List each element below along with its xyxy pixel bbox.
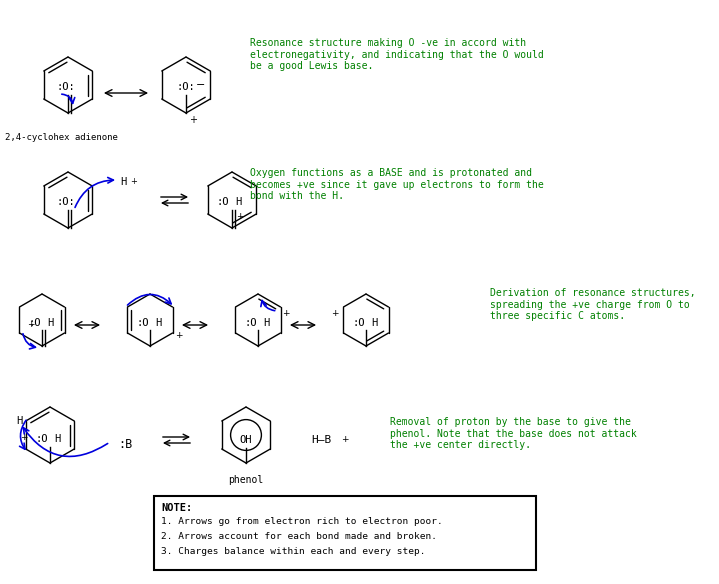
Text: :O:: :O: bbox=[177, 82, 196, 92]
FancyBboxPatch shape bbox=[154, 496, 536, 570]
Text: +: + bbox=[27, 320, 35, 329]
Text: H: H bbox=[235, 197, 242, 207]
Text: :O: :O bbox=[35, 434, 48, 444]
Text: H: H bbox=[17, 416, 23, 426]
Text: +: + bbox=[130, 177, 137, 186]
Text: +: + bbox=[331, 309, 339, 318]
Text: −: − bbox=[196, 80, 206, 90]
Text: :O: :O bbox=[244, 318, 257, 328]
Text: H: H bbox=[54, 434, 60, 444]
Text: 3. Charges balance within each and every step.: 3. Charges balance within each and every… bbox=[161, 547, 426, 556]
Text: +: + bbox=[283, 309, 290, 318]
Text: Resonance structure making O -ve in accord with
electronegativity, and indicatin: Resonance structure making O -ve in acco… bbox=[250, 38, 544, 71]
Text: :O:: :O: bbox=[57, 82, 75, 92]
Text: H: H bbox=[155, 318, 161, 328]
Text: 2. Arrows account for each bond made and broken.: 2. Arrows account for each bond made and… bbox=[161, 532, 437, 541]
Text: phenol: phenol bbox=[229, 475, 264, 485]
Text: +: + bbox=[341, 435, 349, 444]
Text: Derivation of resonance structures,
spreading the +ve charge from O to
three spe: Derivation of resonance structures, spre… bbox=[490, 288, 695, 321]
Text: 2,4-cyclohex adienone: 2,4-cyclohex adienone bbox=[5, 133, 118, 142]
Text: H: H bbox=[120, 177, 126, 187]
Text: +: + bbox=[189, 115, 197, 125]
Text: H: H bbox=[263, 318, 269, 328]
Text: H–B: H–B bbox=[311, 435, 331, 445]
Text: NOTE:: NOTE: bbox=[161, 503, 192, 513]
Text: +: + bbox=[175, 331, 183, 340]
Text: OH: OH bbox=[239, 435, 252, 445]
Text: :O: :O bbox=[29, 318, 41, 328]
Text: :O: :O bbox=[216, 197, 229, 207]
Text: :O: :O bbox=[352, 318, 365, 328]
Text: Removal of proton by the base to give the
phenol. Note that the base does not at: Removal of proton by the base to give th… bbox=[390, 417, 637, 450]
Text: 1. Arrows go from electron rich to electron poor.: 1. Arrows go from electron rich to elect… bbox=[161, 517, 443, 526]
Text: Oxygen functions as a BASE and is protonated and
becomes +ve since it gave up el: Oxygen functions as a BASE and is proton… bbox=[250, 168, 544, 201]
Text: H: H bbox=[47, 318, 53, 328]
Text: +: + bbox=[236, 212, 244, 221]
Text: :B: :B bbox=[118, 439, 132, 451]
Text: +: + bbox=[20, 433, 27, 442]
Text: :O: :O bbox=[137, 318, 149, 328]
Text: :O:: :O: bbox=[57, 197, 75, 207]
Text: H: H bbox=[371, 318, 377, 328]
